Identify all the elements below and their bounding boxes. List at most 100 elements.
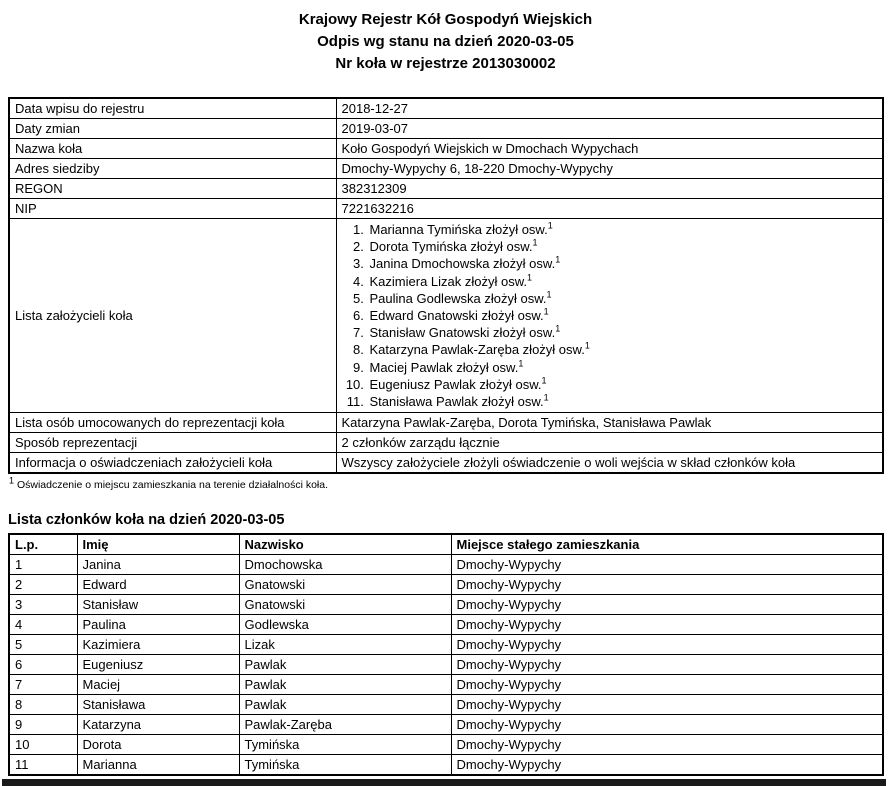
founder-item: Janina Dmochowska złożył osw.1 (368, 255, 878, 272)
member-row: 4 Paulina Godlewska Dmochy-Wypychy (8, 614, 884, 636)
member-row: 9 Katarzyna Pawlak-Zaręba Dmochy-Wypychy (8, 714, 884, 736)
member-ordinal: 4 (8, 614, 78, 636)
registry-row-label: Nazwa koła (8, 138, 337, 159)
founder-footnote-ref: 1 (555, 323, 561, 334)
document-title: Krajowy Rejestr Kół Gospodyń Wiejskich O… (0, 0, 891, 75)
member-row: 3 Stanisław Gnatowski Dmochy-Wypychy (8, 594, 884, 616)
member-row: 1 Janina Dmochowska Dmochy-Wypychy (8, 554, 884, 576)
registry-row-value: 2019-03-07 (335, 118, 884, 139)
founder-footnote-ref: 1 (584, 341, 590, 352)
member-first-name: Marianna (76, 754, 240, 776)
members-column-header: L.p. (8, 533, 78, 556)
member-residence: Dmochy-Wypychy (450, 574, 884, 596)
registry-row: Adres siedziby Dmochy-Wypychy 6, 18-220 … (8, 158, 884, 179)
footnote: 1 Oświadczenie o miejscu zamieszkania na… (9, 475, 891, 491)
founder-item-text: Marianna Tymińska złożył osw. (369, 222, 548, 237)
member-residence: Dmochy-Wypychy (450, 594, 884, 616)
members-header-row: L.p. Imię Nazwisko Miejsce stałego zamie… (8, 533, 884, 556)
founders-row-value: Marianna Tymińska złożył osw.1 Dorota Ty… (335, 217, 884, 414)
member-row: 2 Edward Gnatowski Dmochy-Wypychy (8, 574, 884, 596)
footnote-marker: 1 (9, 475, 15, 486)
title-line-extract-date: Odpis wg stanu na dzień 2020-03-05 (317, 33, 574, 50)
founder-item-text: Kazimiera Lizak złożył osw. (369, 273, 528, 289)
registry-row-label: Data wpisu do rejestru (8, 97, 337, 119)
founders-list: Marianna Tymińska złożył osw.1 Dorota Ty… (342, 221, 878, 410)
founder-item: Marianna Tymińska złożył osw.1 (368, 221, 878, 238)
registry-row-label: Lista osób umocowanych do reprezentacji … (8, 412, 337, 434)
registry-row-label: REGON (8, 178, 337, 199)
registry-row-value: 382312309 (335, 178, 884, 199)
members-column-header: Miejsce stałego zamieszkania (450, 533, 884, 556)
founder-item: Dorota Tymińska złożył osw.1 (368, 238, 878, 255)
member-last-name: Pawlak (238, 674, 452, 696)
founders-row-group: Lista założycieli koła Marianna Tymińska… (8, 217, 884, 414)
member-residence: Dmochy-Wypychy (450, 614, 884, 636)
member-last-name: Pawlak-Zaręba (238, 714, 452, 736)
registry-row-label: Informacja o oświadczeniach założycieli … (8, 452, 337, 474)
member-last-name: Pawlak (238, 654, 452, 676)
member-residence: Dmochy-Wypychy (450, 714, 884, 736)
member-last-name: Lizak (238, 634, 452, 656)
member-first-name: Janina (76, 554, 240, 576)
founder-item-text: Edward Gnatowski złożył osw. (369, 308, 544, 324)
members-column-header: Nazwisko (238, 533, 452, 556)
member-ordinal: 3 (8, 594, 78, 616)
member-row: 11 Marianna Tymińska Dmochy-Wypychy (8, 754, 884, 776)
founders-row: Lista założycieli koła Marianna Tymińska… (8, 217, 884, 414)
founder-footnote-ref: 1 (543, 306, 549, 317)
member-first-name: Eugeniusz (76, 654, 240, 676)
registry-row-label: NIP (8, 198, 337, 219)
member-residence: Dmochy-Wypychy (450, 734, 884, 756)
member-first-name: Dorota (76, 734, 240, 756)
member-residence: Dmochy-Wypychy (450, 674, 884, 696)
founder-item: Kazimiera Lizak złożył osw.1 (368, 273, 878, 290)
members-section-title: Lista członków koła na dzień 2020-03-05 (8, 512, 285, 529)
member-row: 5 Kazimiera Lizak Dmochy-Wypychy (8, 634, 884, 656)
members-table: L.p. Imię Nazwisko Miejsce stałego zamie… (8, 533, 884, 777)
member-first-name: Katarzyna (76, 714, 240, 736)
member-last-name: Pawlak (238, 694, 452, 716)
registry-rows-bottom: Lista osób umocowanych do reprezentacji … (8, 412, 884, 474)
registry-row: REGON 382312309 (8, 178, 884, 199)
founder-item-text: Maciej Pawlak złożył osw. (369, 359, 519, 375)
founder-footnote-ref: 1 (527, 272, 533, 283)
member-ordinal: 11 (8, 754, 78, 776)
member-residence: Dmochy-Wypychy (450, 754, 884, 776)
registry-rows-top: Data wpisu do rejestru 2018-12-27 Daty z… (8, 97, 884, 219)
member-row: 6 Eugeniusz Pawlak Dmochy-Wypychy (8, 654, 884, 676)
cutoff-next-table-border (2, 779, 886, 786)
registry-row-label: Adres siedziby (8, 158, 337, 179)
member-ordinal: 1 (8, 554, 78, 576)
member-first-name: Edward (76, 574, 240, 596)
members-column-header: Imię (76, 533, 240, 556)
registry-row-value: 2 członków zarządu łącznie (335, 432, 884, 454)
founder-item: Paulina Godlewska złożył osw.1 (368, 290, 878, 307)
member-ordinal: 10 (8, 734, 78, 756)
title-line-registry-name: Krajowy Rejestr Kół Gospodyń Wiejskich (298, 11, 593, 28)
members-table-header: L.p. Imię Nazwisko Miejsce stałego zamie… (8, 533, 884, 556)
registry-row: Lista osób umocowanych do reprezentacji … (8, 412, 884, 434)
registry-row: Informacja o oświadczeniach założycieli … (8, 452, 884, 474)
member-ordinal: 8 (8, 694, 78, 716)
registry-row: NIP 7221632216 (8, 198, 884, 219)
member-first-name: Stanisława (76, 694, 240, 716)
registry-row: Sposób reprezentacji 2 członków zarządu … (8, 432, 884, 454)
founder-item-text: Katarzyna Pawlak-Zaręba złożył osw. (369, 342, 585, 358)
member-ordinal: 2 (8, 574, 78, 596)
member-ordinal: 6 (8, 654, 78, 676)
member-first-name: Stanisław (76, 594, 240, 616)
member-ordinal: 5 (8, 634, 78, 656)
member-residence: Dmochy-Wypychy (450, 694, 884, 716)
member-row: 10 Dorota Tymińska Dmochy-Wypychy (8, 734, 884, 756)
founder-item: Edward Gnatowski złożył osw.1 (368, 307, 878, 324)
registry-row-value: Wszyscy założyciele złożyli oświadczenie… (335, 452, 884, 474)
registry-row: Daty zmian 2019-03-07 (8, 118, 884, 139)
registry-row-value: 7221632216 (335, 198, 884, 219)
member-last-name: Godlewska (238, 614, 452, 636)
founder-footnote-ref: 1 (541, 375, 547, 386)
member-last-name: Tymińska (238, 734, 452, 756)
member-last-name: Gnatowski (238, 574, 452, 596)
member-ordinal: 9 (8, 714, 78, 736)
member-residence: Dmochy-Wypychy (450, 554, 884, 576)
